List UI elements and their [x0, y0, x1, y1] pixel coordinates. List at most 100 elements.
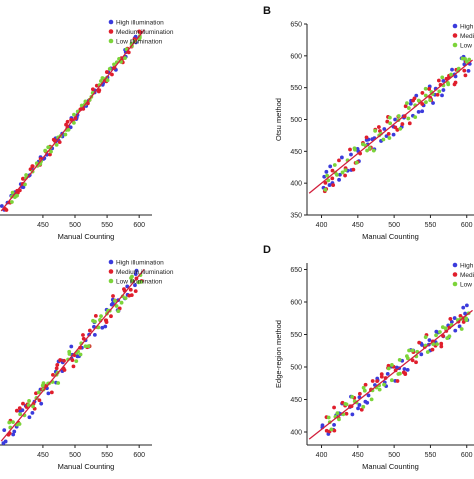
- scatter-point: [18, 412, 23, 417]
- scatter-point: [98, 79, 103, 83]
- scatter-point: [17, 422, 22, 426]
- scatter-point: [457, 324, 462, 329]
- scatter-point: [406, 106, 411, 110]
- x-axis-label: Manual Counting: [362, 232, 419, 241]
- scatter-point: [344, 411, 349, 416]
- scatter-point: [27, 415, 32, 420]
- scatter-point: [339, 155, 344, 160]
- scatter-point: [423, 86, 428, 91]
- scatter-point: [125, 284, 130, 289]
- scatter-point: [406, 116, 411, 121]
- scatter-point: [324, 169, 329, 174]
- scatter-point: [397, 357, 402, 362]
- x-tick-label: 450: [352, 222, 364, 229]
- scatter-point: [463, 73, 468, 78]
- scatter-point: [412, 96, 417, 101]
- scatter-point: [100, 325, 105, 330]
- scatter-point: [30, 164, 35, 169]
- scatter-point: [93, 319, 97, 324]
- scatter-point: [56, 381, 61, 385]
- scatter-point: [112, 62, 116, 67]
- scatter-point: [14, 408, 19, 413]
- legend-entry: Low illumination: [108, 278, 163, 285]
- scatter-point: [452, 82, 457, 87]
- scatter-point: [111, 294, 115, 298]
- scatter-point: [55, 362, 60, 367]
- scatter-point: [323, 187, 328, 192]
- scatter-point: [408, 101, 413, 106]
- legend-label: Low illumination: [460, 281, 474, 288]
- scatter-point: [15, 193, 19, 198]
- x-tick-label: 600: [133, 222, 145, 229]
- scatter-point: [337, 177, 341, 182]
- regression-line: [308, 59, 473, 194]
- y-tick-label: 500: [290, 365, 302, 372]
- x-axis-label: Manual Counting: [58, 462, 115, 471]
- scatter-point: [335, 172, 339, 177]
- scatter-point: [71, 364, 76, 369]
- scatter-point: [369, 397, 374, 402]
- scatter-point: [352, 146, 357, 151]
- scatter-point: [396, 114, 401, 118]
- x-axis-label: Manual Counting: [362, 462, 419, 471]
- legend-label: High illumination: [116, 19, 164, 26]
- scatter-point: [459, 327, 464, 331]
- scatter-point: [435, 342, 439, 347]
- scatter-point: [364, 135, 369, 140]
- scatter-point: [395, 379, 400, 383]
- scatter-point: [49, 149, 53, 154]
- scatter-point: [357, 403, 362, 407]
- scatter-point: [450, 67, 454, 72]
- legend-entry: Medium illumination: [108, 29, 174, 36]
- scatter-point: [350, 412, 355, 417]
- scatter-point: [382, 127, 387, 131]
- scatter-point: [366, 393, 371, 398]
- legend-marker: [108, 259, 114, 265]
- scatter-point: [48, 152, 52, 157]
- x-tick-label: 400: [316, 222, 328, 229]
- scatter-point: [81, 333, 85, 337]
- scatter-point: [403, 104, 408, 109]
- scatter-point: [3, 439, 8, 444]
- x-tick-label: 450: [37, 452, 49, 459]
- scatter-point: [367, 146, 372, 150]
- scatter-point: [427, 87, 432, 91]
- legend-entry: Low illumination: [452, 42, 474, 49]
- x-tick-label: 450: [37, 222, 49, 229]
- scatter-point: [0, 204, 4, 208]
- scatter-point: [78, 352, 83, 357]
- scatter-point: [30, 410, 35, 415]
- y-axis-label: Edge-region method: [274, 320, 283, 388]
- scatter-point: [99, 314, 103, 319]
- legend-label: Low illumination: [460, 42, 474, 49]
- scatter-point: [350, 394, 355, 399]
- scatter-point: [27, 399, 31, 403]
- scatter-point: [116, 309, 121, 313]
- plot-area: [0, 268, 145, 445]
- scatter-point: [54, 142, 59, 147]
- plot-area: [0, 29, 145, 212]
- scatter-point: [420, 343, 424, 347]
- scatter-point: [464, 303, 469, 308]
- x-tick-label: 500: [388, 452, 400, 459]
- scatter-point: [398, 126, 403, 131]
- scatter-point: [410, 348, 415, 353]
- scatter-point: [21, 185, 26, 190]
- legend-label: Medium illumination: [460, 272, 474, 279]
- scatter-point: [431, 342, 436, 346]
- scatter-point: [75, 354, 80, 359]
- scatter-point: [370, 379, 375, 383]
- legend-entry: Low illumination: [108, 38, 163, 45]
- scatter-point: [379, 372, 384, 377]
- scatter-point: [348, 147, 352, 152]
- x-tick-label: 500: [69, 452, 81, 459]
- plot-area: [308, 303, 473, 440]
- scatter-point: [447, 334, 452, 339]
- scatter-point: [103, 324, 108, 329]
- scatter-point: [343, 402, 348, 406]
- scatter-point: [452, 316, 457, 320]
- scatter-point: [446, 81, 450, 85]
- scatter-point: [439, 344, 444, 349]
